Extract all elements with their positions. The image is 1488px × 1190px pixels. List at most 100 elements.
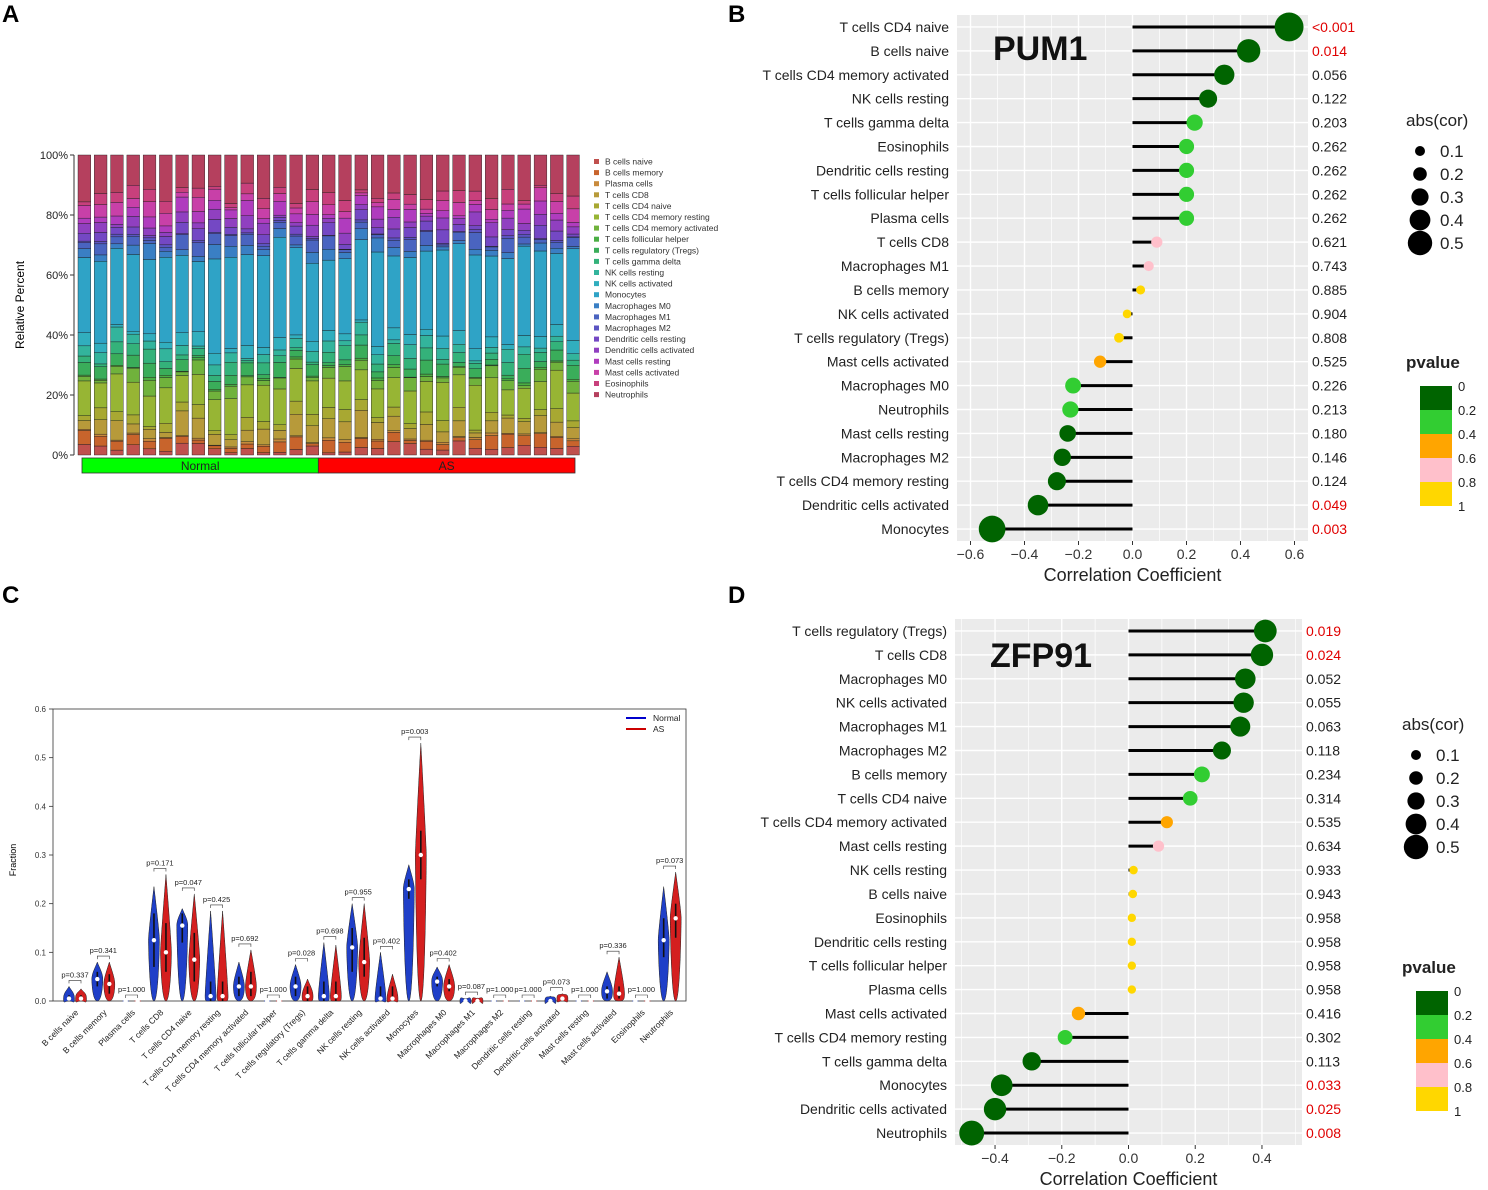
panel-a-bar-segment xyxy=(485,246,499,251)
pvalue-legend-swatch xyxy=(1420,410,1452,434)
panel-a-bar-segment xyxy=(208,258,222,354)
panel-a-ytick-label: 100% xyxy=(40,150,68,162)
panel-a-bar-segment xyxy=(436,200,450,211)
lollipop-dot xyxy=(1143,260,1154,272)
panel-a-bar-segment xyxy=(566,420,580,428)
panel-a-bar-segment xyxy=(436,244,450,248)
pvalue-label: 0.025 xyxy=(1306,1101,1341,1117)
panel-a-bar-segment xyxy=(175,332,189,346)
panel-a-bar-segment xyxy=(94,419,108,435)
panel-a-bar-segment xyxy=(256,452,271,456)
panel-a-bar-segment xyxy=(452,243,466,331)
panel-a-bar-segment xyxy=(371,354,385,365)
panel-a-bar-segment xyxy=(256,421,271,430)
panel-a-bar-segment xyxy=(126,226,140,235)
cell-type-label: Mast cells activated xyxy=(827,354,949,370)
pvalue-label: 0.056 xyxy=(1312,67,1347,83)
panel-a-bar-segment xyxy=(224,218,238,228)
panel-a-bar-segment xyxy=(354,192,368,196)
pvalue-bracket xyxy=(606,950,620,955)
pvalue-label: 0.262 xyxy=(1312,210,1347,226)
panel-a-bar-segment xyxy=(387,237,401,241)
lollipop-dot xyxy=(1199,89,1218,108)
panel-a-bar-segment xyxy=(322,367,336,379)
panel-a-bar-segment xyxy=(550,324,564,337)
panel-a-bar-segment xyxy=(468,429,482,434)
cell-type-label: Dendritic cells activated xyxy=(802,497,949,513)
panel-a-bar-segment xyxy=(485,352,499,360)
panel-a-bar-segment xyxy=(533,242,548,252)
panel-a-legend-swatch xyxy=(594,181,599,187)
panel-a-bar-segment xyxy=(485,255,499,338)
size-legend-dot xyxy=(1415,146,1425,156)
panel-a-bar-segment xyxy=(419,441,434,450)
panel-a-bar-segment xyxy=(208,375,222,382)
panel-a-bar-segment xyxy=(126,432,140,435)
panel-a-bar-segment xyxy=(94,261,108,344)
panel-a-bar-segment xyxy=(256,384,271,422)
panel-a-bar-segment xyxy=(436,348,450,360)
panel-a-bar-segment xyxy=(273,217,287,221)
panel-a-bar-segment xyxy=(224,207,238,211)
panel-a-bar-segment xyxy=(452,407,466,422)
panel-a-bar-segment xyxy=(338,333,352,342)
panel-a-bar-segment xyxy=(566,226,580,235)
panel-a-bar-segment xyxy=(208,430,222,435)
panel-a-bar-segment xyxy=(208,233,222,245)
panel-a-bar-segment xyxy=(77,444,91,456)
cell-type-label: Monocytes xyxy=(881,521,949,537)
panel-a-bar-segment xyxy=(566,379,580,382)
violin-median xyxy=(236,984,242,989)
panel-a-bar-segment xyxy=(403,257,417,335)
lollipop-dot xyxy=(1193,766,1210,783)
panel-a-bar-segment xyxy=(468,363,482,369)
panel-a-bar-segment xyxy=(338,364,352,367)
cell-type-label: B cells naive xyxy=(868,886,947,902)
pvalue-label: 0.621 xyxy=(1312,234,1347,250)
cell-type-label: T cells regulatory (Tregs) xyxy=(794,330,949,346)
panel-a-bar-segment xyxy=(322,154,336,193)
panel-a-bar-segment xyxy=(338,345,352,361)
panel-a-bar-segment xyxy=(436,210,450,219)
panel-a-group-label: AS xyxy=(439,459,455,473)
panel-a-legend-label: Macrophages M0 xyxy=(605,301,671,311)
panel-a-bar-segment xyxy=(354,228,368,240)
panel-a-legend-label: Plasma cells xyxy=(605,179,653,189)
panel-a-bar-segment xyxy=(240,429,254,442)
panel-a-bar-segment xyxy=(273,441,287,453)
lollipop-dot xyxy=(983,1097,1007,1121)
size-legend-dot xyxy=(1403,834,1429,860)
cell-type-label: Macrophages M1 xyxy=(841,258,949,274)
panel-a-bar-segment xyxy=(517,421,531,435)
panel-a-bar-segment xyxy=(452,440,466,456)
panel-a-legend-label: Mast cells resting xyxy=(605,356,671,366)
panel-a-legend-label: T cells CD4 memory resting xyxy=(605,212,710,222)
panel-a-bar-segment xyxy=(468,254,482,349)
panel-a-bar-segment xyxy=(485,250,499,257)
panel-a-bar-segment xyxy=(289,449,303,456)
panel-a-bar-segment xyxy=(142,333,157,342)
panel-a-bar-segment xyxy=(208,188,222,201)
violin-median xyxy=(446,984,452,989)
panel-a-bar-segment xyxy=(126,234,140,237)
panel-a-bar-segment xyxy=(305,375,319,378)
panel-a-bar-segment xyxy=(338,154,352,201)
panel-a-bar-segment xyxy=(485,432,499,436)
panel-a-bar-segment xyxy=(142,201,157,218)
panel-a-bar-segment xyxy=(517,223,531,231)
violin-median xyxy=(418,852,424,858)
pvalue-legend-label: 0.4 xyxy=(1454,1032,1472,1047)
size-legend-dot xyxy=(1411,750,1421,760)
panel-a-bar-segment xyxy=(224,398,238,435)
panel-a-bar-segment xyxy=(566,353,580,361)
panel-a-bar-segment xyxy=(338,366,352,382)
panel-a-bar-segment xyxy=(566,365,580,380)
pvalue-legend-swatch xyxy=(1420,386,1452,410)
panel-a-bar-segment xyxy=(436,449,450,456)
panel-a-bar-segment xyxy=(273,154,287,188)
lollipop-dot xyxy=(1186,114,1203,131)
panel-a-legend-swatch xyxy=(594,236,599,242)
panel-a-bar-segment xyxy=(419,376,434,382)
panel-a-bar-segment xyxy=(77,240,91,243)
